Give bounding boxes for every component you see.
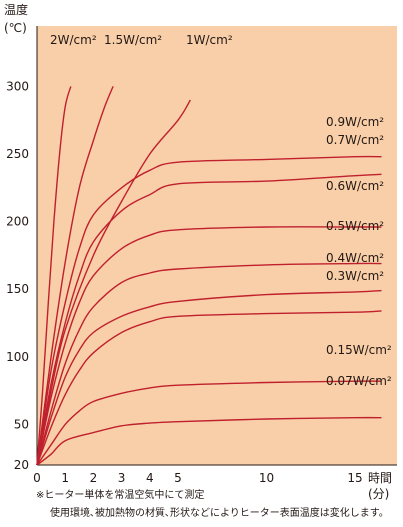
x-tick-label: 10 — [259, 471, 274, 485]
series-label: 0.3W/cm² — [326, 269, 384, 283]
series-label: 0.5W/cm² — [326, 219, 384, 233]
series-curves — [36, 86, 382, 466]
y-tick-label: 200 — [6, 215, 29, 229]
series-line — [36, 416, 382, 466]
series-label: 1W/cm² — [186, 33, 233, 47]
y-axis-unit: (℃) — [4, 21, 27, 35]
series-line — [36, 86, 72, 466]
series-label: 0.4W/cm² — [326, 251, 384, 265]
series-label: 2W/cm² — [50, 33, 97, 47]
x-axis-title: 時間 — [368, 471, 392, 485]
x-tick-label: 5 — [174, 471, 182, 485]
y-tick-label: 250 — [6, 147, 29, 161]
series-line — [36, 289, 382, 466]
x-tick-label: 0 — [33, 471, 41, 485]
series-label: 0.6W/cm² — [326, 179, 384, 193]
plot-area — [37, 26, 397, 465]
y-tick-labels: 20 50 100 150 200 250 300 — [6, 79, 29, 472]
series-line — [36, 310, 382, 466]
y-tick-label: 150 — [6, 282, 29, 296]
x-tick-label: 2 — [90, 471, 98, 485]
x-tick-label: 15 — [347, 471, 362, 485]
series-line — [36, 155, 382, 466]
series-labels: 2W/cm² 1.5W/cm² 1W/cm² 0.9W/cm² 0.7W/cm² 0.6W… — [50, 33, 392, 388]
y-tick-label: 50 — [14, 417, 29, 431]
series-line — [36, 99, 191, 466]
y-tick-label: 100 — [6, 350, 29, 364]
series-label: 0.07W/cm² — [326, 374, 392, 388]
series-line — [36, 380, 382, 466]
x-tick-labels: 0 1 2 3 4 5 10 15 — [33, 471, 362, 485]
environment-note: 使用環境､被加熱物の材質､形状などによりヒーター表面温度は変化します。 — [50, 508, 389, 519]
measurement-note: ※ヒーター単体を常温空気中にて測定 — [36, 490, 205, 501]
y-tick-label: 300 — [6, 79, 29, 93]
series-line — [36, 86, 114, 466]
x-axis-unit: (分) — [368, 487, 389, 501]
series-label: 0.9W/cm² — [326, 115, 384, 129]
x-tick-label: 3 — [118, 471, 126, 485]
series-line — [36, 173, 382, 466]
series-line — [36, 226, 382, 466]
x-tick-label: 1 — [61, 471, 69, 485]
series-label: 0.7W/cm² — [326, 133, 384, 147]
series-label: 0.15W/cm² — [326, 343, 392, 357]
x-tick-label: 4 — [146, 471, 154, 485]
series-label: 1.5W/cm² — [104, 33, 162, 47]
y-tick-label: 20 — [14, 458, 29, 472]
y-axis-title: 温度 — [4, 2, 28, 17]
series-line — [36, 262, 382, 466]
